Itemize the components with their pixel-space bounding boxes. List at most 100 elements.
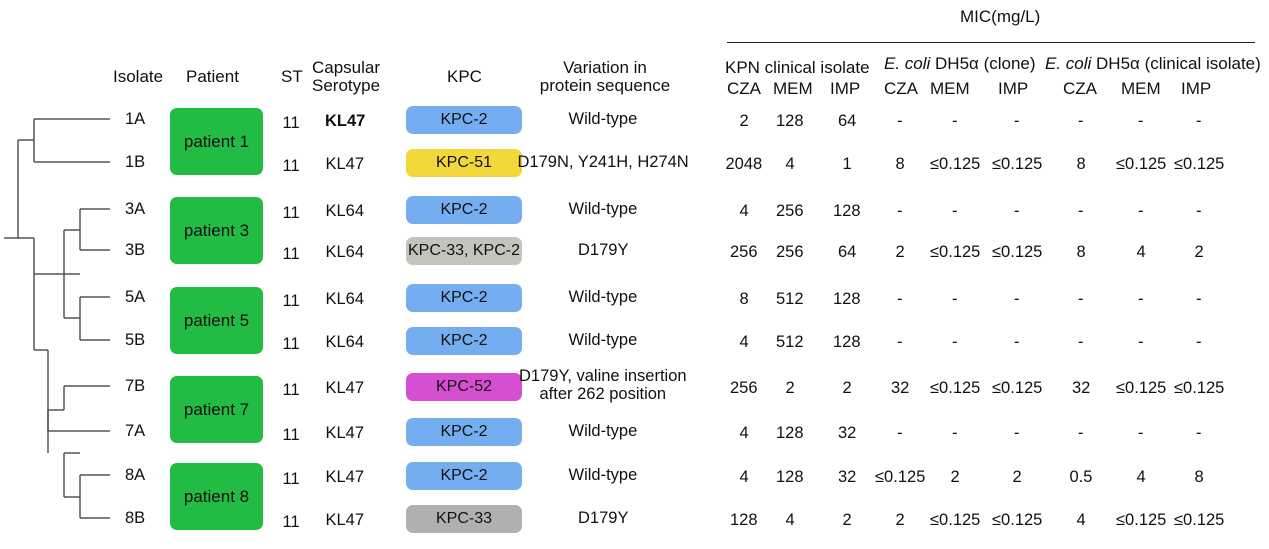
ecoli-clone-mic-value: 2 [895, 243, 905, 261]
isolate-id: 7A [125, 422, 146, 440]
ecoli-clone-mic-value: - [952, 333, 958, 351]
ecoli-clone-mic-value: 2 [1012, 468, 1022, 486]
kpc-variant-badge: KPC-52 [406, 373, 522, 401]
kpn-mic-value: 256 [730, 379, 758, 397]
col-header-isolate: Isolate [113, 67, 164, 86]
ecoli-clinical-mic-value: 4 [1136, 243, 1146, 261]
ecoli-clinical-mic-value: ≤0.125 [1116, 155, 1167, 173]
patient-box: patient 8 [170, 463, 263, 530]
ecoli-clinical-mic-value: - [1138, 202, 1144, 220]
ecoli-clone-mic-value: 32 [891, 379, 910, 397]
kpn-mic-value: 256 [776, 243, 804, 261]
st-value: 11 [282, 204, 300, 222]
sub-header-imp: IMP [998, 79, 1029, 98]
ecoli-clone-mic-value: - [897, 202, 903, 220]
ecoli-clinical-mic-value: - [1196, 202, 1202, 220]
ecoli-clinical-mic-value: 8 [1076, 243, 1086, 261]
kpn-mic-value: 32 [838, 424, 857, 442]
ecoli-clone-mic-value: - [952, 290, 958, 308]
ecoli-clinical-mic-value: ≤0.125 [1116, 379, 1167, 397]
sub-header-imp: IMP [1181, 79, 1212, 98]
ecoli-clinical-group-header: E. coli DH5α (clinical isolate) [1045, 54, 1261, 73]
ecoli-clone-mic-value: ≤0.125 [992, 155, 1043, 173]
ecoli-clinical-mic-value: - [1138, 112, 1144, 130]
kpn-mic-value: 2 [842, 511, 852, 529]
st-value: 11 [282, 513, 300, 531]
ecoli-clone-mic-value: - [952, 424, 958, 442]
kpn-mic-value: 32 [838, 468, 857, 486]
ecoli-clone-mic-value: - [952, 112, 958, 130]
patient-box: patient 5 [170, 287, 263, 354]
st-value: 11 [282, 157, 300, 175]
kpn-mic-value: 128 [730, 511, 758, 529]
kpn-mic-value: 64 [838, 243, 857, 261]
ecoli-clone-mic-value: ≤0.125 [992, 379, 1043, 397]
kpc-variant-badge: KPC-2 [406, 284, 522, 312]
ecoli-clone-mic-value: 2 [895, 511, 905, 529]
sub-header-cza: CZA [884, 79, 918, 98]
ecoli-clone-mic-value: - [1014, 424, 1020, 442]
ecoli-clinical-mic-value: 4 [1136, 468, 1146, 486]
kpn-mic-value: 64 [838, 112, 857, 130]
ecoli-clone-mic-value: ≤0.125 [875, 468, 926, 486]
ecoli-clone-group-header: E. coli DH5α (clone) [884, 54, 1036, 73]
sub-header-mem: MEM [773, 79, 813, 98]
isolate-id: 1A [125, 110, 146, 128]
isolate-id: 7B [125, 377, 146, 395]
serotype-value: KL64 [325, 290, 365, 308]
serotype-value: KL47 [325, 468, 365, 486]
sub-header-mem: MEM [930, 79, 970, 98]
ecoli-clone-mic-value: 2 [950, 468, 960, 486]
isolate-id: 5A [125, 288, 146, 306]
col-header-capsular: Capsular Serotype [312, 58, 381, 95]
serotype-value: KL64 [325, 333, 365, 351]
ecoli-clinical-mic-value: - [1196, 290, 1202, 308]
kpn-mic-value: 4 [785, 511, 795, 529]
kpn-mic-value: 4 [785, 155, 795, 173]
ecoli-clone-mic-value: - [1014, 112, 1020, 130]
kpn-mic-value: 8 [739, 290, 749, 308]
sub-header-imp: IMP [830, 79, 861, 98]
serotype-value: KL47 [325, 424, 365, 442]
variation-text: D179N, Y241H, H274N [517, 153, 689, 171]
mic-group-divider [727, 42, 1255, 43]
kpn-mic-value: 128 [776, 468, 804, 486]
st-value: 11 [282, 335, 300, 353]
kpc-variant-badge: KPC-33 [406, 505, 522, 533]
kpn-mic-value: 128 [833, 290, 861, 308]
patient-box: patient 1 [170, 108, 263, 175]
ecoli-clone-mic-value: - [1014, 202, 1020, 220]
kpn-mic-value: 4 [739, 424, 749, 442]
kpn-mic-value: 4 [739, 468, 749, 486]
ecoli-clone-mic-value: ≤0.125 [992, 243, 1043, 261]
kpc-variant-badge: KPC-51 [406, 149, 522, 177]
ecoli-clone-mic-value: - [952, 202, 958, 220]
st-value: 11 [282, 470, 300, 488]
ecoli-clone-mic-value: 8 [895, 155, 905, 173]
kpn-mic-value: 2 [785, 379, 795, 397]
ecoli-clinical-mic-value: - [1078, 112, 1084, 130]
isolate-id: 3B [125, 241, 146, 259]
kpn-mic-value: 4 [739, 333, 749, 351]
variation-text: Wild-type [568, 288, 638, 306]
ecoli-clinical-mic-value: - [1196, 333, 1202, 351]
st-value: 11 [282, 381, 300, 399]
kpc-variant-badge: KPC-2 [406, 106, 522, 134]
ecoli-clinical-mic-value: - [1078, 333, 1084, 351]
sub-header-cza: CZA [727, 79, 761, 98]
kpc-variant-badge: KPC-2 [406, 327, 522, 355]
ecoli-clinical-mic-value: ≤0.125 [1116, 511, 1167, 529]
kpn-mic-value: 256 [776, 202, 804, 220]
ecoli-clone-mic-value: - [1014, 333, 1020, 351]
isolate-id: 8B [125, 509, 146, 527]
serotype-value: KL64 [325, 202, 365, 220]
ecoli-clinical-mic-value: 32 [1072, 379, 1091, 397]
ecoli-clone-mic-value: ≤0.125 [930, 243, 981, 261]
ecoli-clinical-mic-value: 8 [1076, 155, 1086, 173]
kpn-mic-value: 512 [776, 290, 804, 308]
ecoli-clinical-mic-value: - [1196, 112, 1202, 130]
variation-text: D179Y [578, 241, 629, 259]
st-value: 11 [282, 292, 300, 310]
ecoli-clinical-mic-value: - [1138, 290, 1144, 308]
ecoli-clone-mic-value: ≤0.125 [992, 511, 1043, 529]
